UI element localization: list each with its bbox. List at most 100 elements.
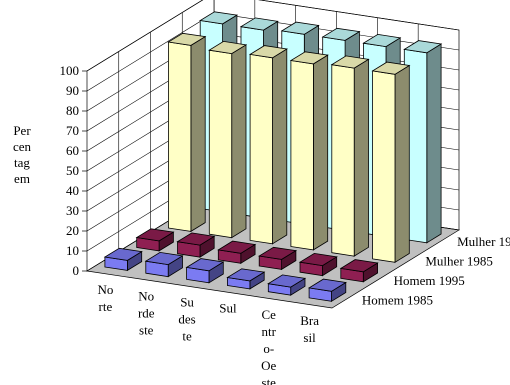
x-tick-label-line: o-: [263, 341, 274, 356]
x-tick-label-line: ste: [139, 322, 154, 337]
x-tick-label-line: ntr: [262, 324, 277, 339]
bar-side: [353, 58, 369, 257]
x-tick-label-line: sil: [303, 330, 316, 345]
chart-bars: [103, 11, 443, 303]
x-tick-label: Bra sil: [300, 313, 319, 345]
y-tick-label: 0: [73, 263, 80, 278]
bar: [208, 40, 248, 239]
x-tick-label-line: Bra: [300, 313, 319, 328]
depth-axis-labels: Homem 1985 Homem 1995 Mulher 1985 Mulher 19…: [362, 234, 510, 308]
bar-top: [298, 252, 338, 267]
x-tick-label-line: ste: [262, 375, 277, 385]
bar: [103, 247, 143, 272]
x-tick-label: No rte: [97, 282, 113, 314]
bar: [339, 259, 379, 283]
y-tick-label: 50: [66, 163, 79, 178]
y-tick-label: 90: [66, 83, 79, 98]
bar: [167, 32, 207, 233]
bar: [144, 251, 184, 278]
y-tick-label: 80: [66, 103, 79, 118]
bar-front: [331, 64, 355, 257]
y-tick-label: 60: [66, 143, 79, 158]
bar: [135, 228, 175, 252]
x-tick-label-line: Sul: [219, 301, 237, 316]
bar-side: [272, 48, 288, 245]
bar: [298, 252, 338, 277]
bar-top: [217, 240, 257, 254]
series-label: Mulher 1985: [425, 253, 493, 268]
y-tick-label: 10: [66, 243, 79, 258]
bar: [258, 246, 298, 271]
bar-top: [176, 232, 216, 246]
bar: [226, 268, 266, 290]
y-axis-ticks: 0 10 20 30 40 50 60 70 80 90 100: [60, 63, 87, 278]
bar-top: [167, 32, 207, 46]
bar-side: [394, 64, 410, 264]
bar-top: [321, 27, 361, 41]
bar-front: [290, 60, 314, 251]
y-axis-title-line: tag: [14, 155, 30, 170]
y-axis-title: Per cen tag em: [13, 123, 32, 186]
bar-top: [199, 11, 239, 25]
x-tick-label: Su des te: [178, 294, 195, 343]
y-axis-title-line: Per: [13, 123, 31, 138]
bar: [248, 45, 288, 245]
bar: [185, 258, 225, 284]
x-tick-label-line: No: [97, 282, 113, 297]
bar-top: [371, 61, 411, 75]
series-label: Homem 1995: [394, 273, 465, 288]
series-label: Mulher 1995: [457, 234, 510, 249]
y-tick-label: 20: [66, 223, 79, 238]
y-tick-label: 100: [60, 63, 80, 78]
bar: [267, 274, 307, 296]
bar: [403, 40, 443, 244]
y-tick-label: 40: [66, 183, 79, 198]
bar-top: [208, 40, 248, 55]
bar-side: [190, 35, 206, 233]
x-tick-label-line: Su: [180, 294, 194, 309]
bar-top: [144, 251, 184, 266]
x-tick-label-line: No: [138, 288, 154, 303]
y-tick-label: 70: [66, 123, 79, 138]
bar-top: [280, 21, 320, 35]
series-label: Homem 1985: [362, 292, 433, 307]
bar-side: [426, 43, 442, 244]
y-axis-title-line: em: [14, 171, 30, 186]
x-tick-label-line: rte: [99, 299, 113, 314]
bar-top: [403, 40, 443, 54]
bar-top: [339, 259, 379, 273]
y-tick-label: 30: [66, 203, 79, 218]
bar-top: [267, 274, 307, 288]
x-tick-label: Ce ntr o- Oe ste: [261, 307, 276, 385]
y-axis-title-text: Per cen tag em: [13, 123, 32, 186]
bar-front: [249, 53, 273, 245]
x-tick-label-line: te: [182, 328, 192, 343]
bar: [307, 278, 347, 303]
x-tick-label: No rde ste: [138, 288, 155, 337]
x-tick-label-line: des: [178, 311, 195, 326]
bar-top: [307, 278, 347, 292]
bar-top: [239, 17, 279, 31]
bar-top: [362, 33, 402, 48]
bar: [289, 51, 329, 251]
bar: [330, 55, 370, 257]
bar-front: [372, 70, 396, 263]
bar-top: [185, 258, 225, 272]
bar-top: [289, 51, 329, 65]
x-tick-label-line: rde: [138, 305, 155, 320]
bar: [371, 61, 411, 264]
x-tick-label-line: Oe: [261, 358, 276, 373]
bar-top: [135, 228, 175, 242]
bar-top: [258, 246, 298, 260]
bar-top: [330, 55, 370, 69]
x-tick-label-line: Ce: [262, 307, 277, 322]
x-axis-labels: No rte No rde ste Su des te Sul Ce ntr o- Oe ste Bra si…: [97, 282, 319, 385]
bar-top: [103, 247, 143, 261]
bar-top: [248, 45, 288, 59]
bar-side: [312, 54, 329, 251]
bar-top: [226, 268, 266, 282]
y-axis-title-line: cen: [13, 139, 32, 154]
bar-front: [167, 41, 192, 232]
x-tick-label: Sul: [219, 301, 237, 316]
